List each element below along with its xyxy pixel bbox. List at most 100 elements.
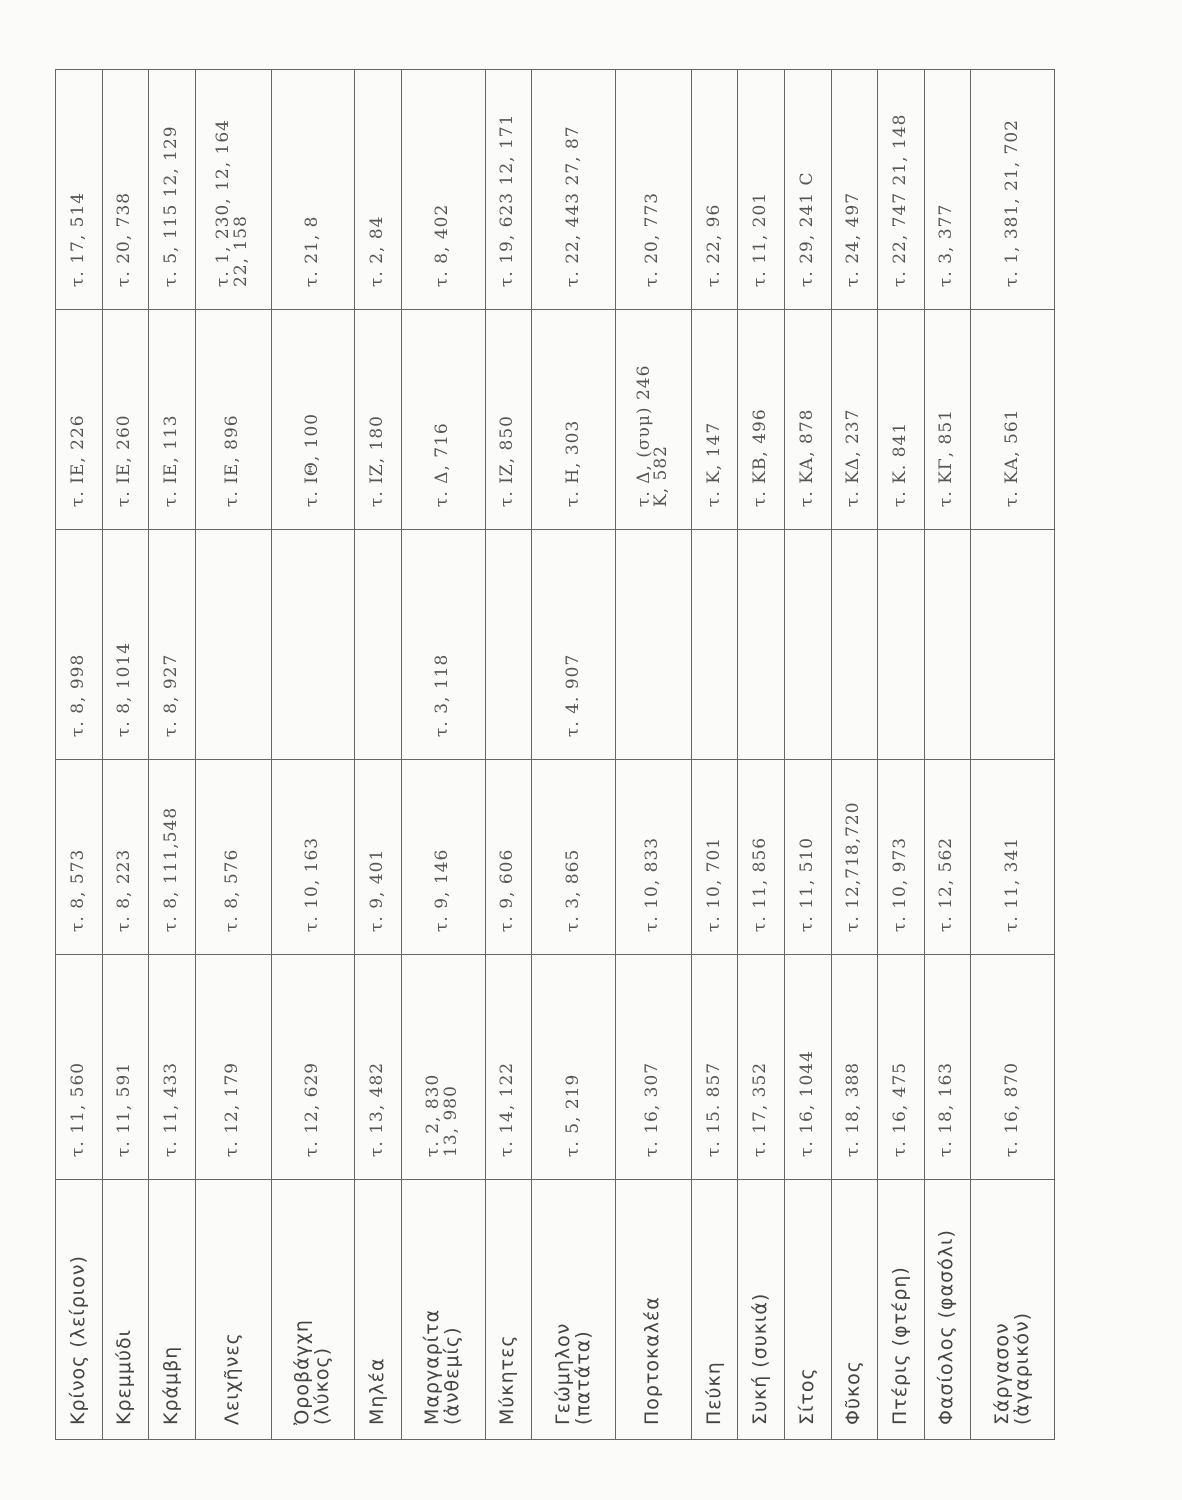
reference-cell: τ. 2, 830 13, 980 (401, 954, 486, 1180)
table-row: Πορτοκαλέα τ. 16, 307 τ. 10, 833 τ. Δ, (συμ… (615, 69, 692, 1440)
reference-cell: τ. 11, 201 (737, 69, 785, 310)
reference-cell (691, 529, 738, 760)
table-row: Σάργασον (ἀγαρικόν) τ. 16, 870 τ. 11, 341 τ… (970, 69, 1055, 1440)
reference-cell: τ. 14, 122 (485, 954, 532, 1180)
reference-cell: τ. 3, 377 (924, 69, 971, 310)
reference-cell: τ. ΙΖ, 850 (485, 309, 532, 530)
plant-name-cell: Φῦκος (831, 1179, 878, 1440)
reference-cell: τ. Δ, (συμ) 246 Κ, 582 (615, 309, 692, 530)
reference-cell: τ. 2, 84 (354, 69, 402, 310)
reference-cell: τ. 3, 865 (531, 759, 616, 955)
reference-cell: τ. 1, 230, 12, 164 22, 158 (195, 69, 272, 310)
reference-cell: τ. 19, 623 12, 171 (485, 69, 532, 310)
plant-name-cell: Κρίνος (λείριον) (55, 1179, 103, 1440)
reference-cell: τ. 21, 8 (271, 69, 355, 310)
reference-cell (737, 529, 785, 760)
reference-cell: τ. 8, 223 (102, 759, 149, 955)
table-row: Συκή (συκιά) τ. 17, 352 τ. 11, 856 τ. ΚΒ, 4… (737, 69, 785, 1440)
reference-cell: τ. 8, 402 (401, 69, 486, 310)
reference-cell: τ. Κ, 147 (691, 309, 738, 530)
reference-cell: τ. ΙΕ, 113 (148, 309, 196, 530)
table-row: Κρεμμύδι τ. 11, 591 τ. 8, 223 τ. 8, 1014 τ. … (102, 69, 149, 1440)
reference-cell: τ. 8, 111,548 (148, 759, 196, 955)
reference-cell: τ. 10, 973 (877, 759, 925, 955)
reference-cell: τ. 5, 115 12, 129 (148, 69, 196, 310)
reference-cell: τ. 10, 701 (691, 759, 738, 955)
rotated-page: Κρίνος (λείριον) τ. 11, 560 τ. 8, 573 τ. 8,… (55, 69, 1055, 1440)
plant-name-cell: Ὀροβάγχη (λύκος) (271, 1179, 355, 1440)
table-row: Κράμβη τ. 11, 433 τ. 8, 111,548 τ. 8, 927 τ.… (148, 69, 196, 1440)
reference-cell: τ. 12, 629 (271, 954, 355, 1180)
plant-name-cell: Λειχῆνες (195, 1179, 272, 1440)
reference-cell: τ. Κ. 841 (877, 309, 925, 530)
reference-cell: τ. ΙΘ, 100 (271, 309, 355, 530)
reference-cell: τ. 9, 606 (485, 759, 532, 955)
plant-name-cell: Κρεμμύδι (102, 1179, 149, 1440)
reference-cell (784, 529, 831, 760)
plant-name-cell: Φασίολος (φασόλι) (924, 1179, 971, 1440)
plant-name-cell: Σίτος (784, 1179, 831, 1440)
table-row: Φῦκος τ. 18, 388 τ. 12,718,720 τ. ΚΔ, 237 τ.… (831, 69, 878, 1440)
table-row: Σίτος τ. 16, 1044 τ. 11, 510 τ. ΚΑ, 878 τ. 2… (784, 69, 831, 1440)
reference-cell: τ. Η, 303 (531, 309, 616, 530)
reference-cell: τ. 8, 573 (55, 759, 103, 955)
reference-cell: τ. 8, 1014 (102, 529, 149, 760)
reference-table: Κρίνος (λείριον) τ. 11, 560 τ. 8, 573 τ. 8,… (55, 69, 1055, 1440)
table-row: Κρίνος (λείριον) τ. 11, 560 τ. 8, 573 τ. 8,… (55, 69, 103, 1440)
reference-cell (970, 529, 1055, 760)
table-row: Λειχῆνες τ. 12, 179 τ. 8, 576 τ. ΙΕ, 896 τ. … (195, 69, 272, 1440)
reference-cell: τ. 22, 747 21, 148 (877, 69, 925, 310)
plant-name-cell: Συκή (συκιά) (737, 1179, 785, 1440)
reference-cell (615, 529, 692, 760)
reference-cell: τ. ΙΖ, 180 (354, 309, 402, 530)
table-row: Πτέρις (φτέρη) τ. 16, 475 τ. 10, 973 τ. Κ. … (877, 69, 925, 1440)
reference-cell: τ. 10, 833 (615, 759, 692, 955)
reference-cell: τ. 10, 163 (271, 759, 355, 955)
reference-cell (924, 529, 971, 760)
reference-cell (271, 529, 355, 760)
reference-cell: τ. 5, 219 (531, 954, 616, 1180)
reference-cell: τ. 1, 381, 21, 702 (970, 69, 1055, 310)
plant-name-cell: Γεώμηλον (πατάτα) (531, 1179, 616, 1440)
plant-name-cell: Πεύκη (691, 1179, 738, 1440)
reference-cell: τ. ΚΒ, 496 (737, 309, 785, 530)
table-row: Ὀροβάγχη (λύκος) τ. 12, 629 τ. 10, 163 τ. Ι… (271, 69, 355, 1440)
plant-name-cell: Πτέρις (φτέρη) (877, 1179, 925, 1440)
reference-cell: τ. 29, 241 C (784, 69, 831, 310)
reference-cell: τ. 8, 576 (195, 759, 272, 955)
reference-cell: τ. 12, 562 (924, 759, 971, 955)
reference-cell: τ. 16, 870 (970, 954, 1055, 1180)
reference-cell: τ. 22, 96 (691, 69, 738, 310)
reference-cell: τ. 11, 341 (970, 759, 1055, 955)
table-body: Κρίνος (λείριον) τ. 11, 560 τ. 8, 573 τ. 8,… (55, 69, 1055, 1440)
reference-cell: τ. ΚΓ, 851 (924, 309, 971, 530)
reference-cell: τ. 3, 118 (401, 529, 486, 760)
reference-cell: τ. ΚΑ, 878 (784, 309, 831, 530)
reference-cell: τ. 16, 1044 (784, 954, 831, 1180)
reference-cell: τ. 16, 475 (877, 954, 925, 1180)
reference-cell: τ. 20, 773 (615, 69, 692, 310)
plant-name-cell: Μύκητες (485, 1179, 532, 1440)
plant-name-cell: Σάργασον (ἀγαρικόν) (970, 1179, 1055, 1440)
reference-cell: τ. 20, 738 (102, 69, 149, 310)
reference-cell (485, 529, 532, 760)
reference-cell: τ. ΙΕ, 896 (195, 309, 272, 530)
reference-cell: τ. 9, 146 (401, 759, 486, 955)
reference-cell: τ. 12,718,720 (831, 759, 878, 955)
reference-cell: τ. 12, 179 (195, 954, 272, 1180)
reference-cell: τ. 16, 307 (615, 954, 692, 1180)
reference-cell: τ. 22, 443 27, 87 (531, 69, 616, 310)
reference-cell: τ. 4. 907 (531, 529, 616, 760)
plant-name-cell: Κράμβη (148, 1179, 196, 1440)
reference-cell: τ. 8, 927 (148, 529, 196, 760)
reference-cell: τ. 11, 856 (737, 759, 785, 955)
reference-cell: τ. ΚΑ, 561 (970, 309, 1055, 530)
table-row: Πεύκη τ. 15. 857 τ. 10, 701 τ. Κ, 147 τ. 22,… (691, 69, 738, 1440)
table-row: Γεώμηλον (πατάτα) τ. 5, 219 τ. 3, 865 τ. 4.… (531, 69, 616, 1440)
table-row: Φασίολος (φασόλι) τ. 18, 163 τ. 12, 562 τ. … (924, 69, 971, 1440)
reference-cell: τ. 11, 433 (148, 954, 196, 1180)
reference-cell: τ. 17, 352 (737, 954, 785, 1180)
reference-cell: τ. 17, 514 (55, 69, 103, 310)
reference-cell (354, 529, 402, 760)
table-row: Μηλέα τ. 13, 482 τ. 9, 401 τ. ΙΖ, 180 τ. 2, … (354, 69, 402, 1440)
